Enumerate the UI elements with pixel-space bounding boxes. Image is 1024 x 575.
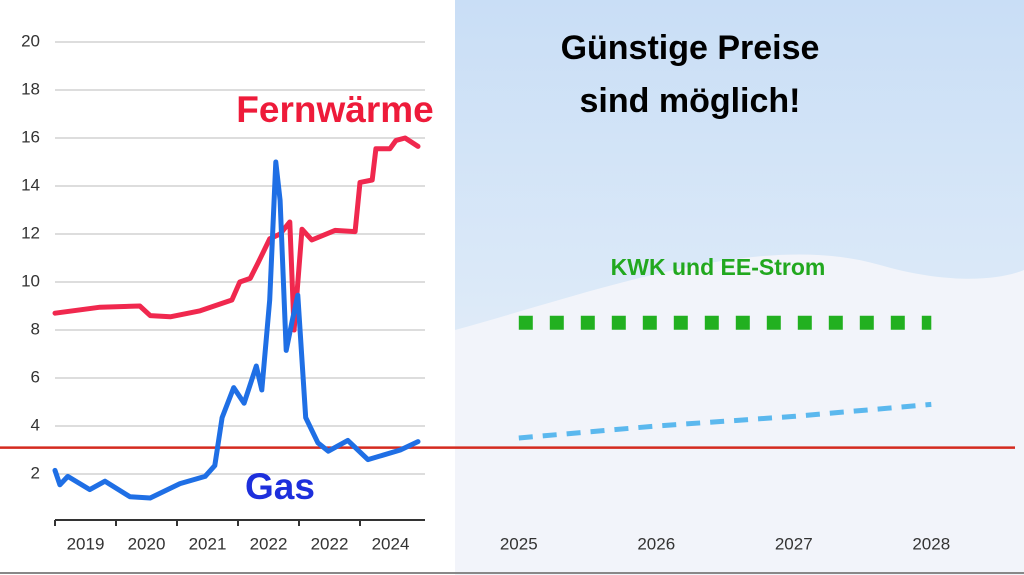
title-line: sind möglich! [580, 82, 801, 120]
x-tick-label: 2019 [67, 534, 105, 553]
y-tick-label: 2 [31, 463, 40, 482]
chart-panel [0, 0, 455, 575]
x-tick-label: 2027 [775, 534, 813, 553]
x-tick-label: 2028 [912, 534, 950, 553]
series-label: Fernwärme [236, 89, 433, 130]
y-tick-label: 20 [21, 31, 40, 50]
x-tick-label: 2021 [189, 534, 227, 553]
series-line [518, 401, 932, 441]
y-tick-label: 6 [31, 367, 40, 386]
x-tick-label: 2026 [637, 534, 675, 553]
series-line [52, 159, 421, 501]
series-line [52, 135, 421, 333]
x-tick-label: 2025 [500, 534, 538, 553]
y-tick-label: 10 [21, 271, 40, 290]
x-tick-label: 2020 [128, 534, 166, 553]
series-label: Gas [245, 466, 315, 507]
x-tick-label: 2024 [372, 534, 410, 553]
y-tick-label: 4 [31, 415, 40, 434]
title-line: Günstige Preise [561, 29, 820, 67]
y-tick-label: 14 [21, 175, 40, 194]
background-wave [455, 254, 1024, 575]
x-tick-label: 2022 [250, 534, 288, 553]
y-tick-label: 18 [21, 79, 40, 98]
x-tick-label: 2022 [311, 534, 349, 553]
series-label: KWK und EE-Strom [611, 254, 826, 280]
y-tick-label: 12 [21, 223, 40, 242]
y-tick-label: 8 [31, 319, 40, 338]
y-tick-label: 16 [21, 127, 40, 146]
